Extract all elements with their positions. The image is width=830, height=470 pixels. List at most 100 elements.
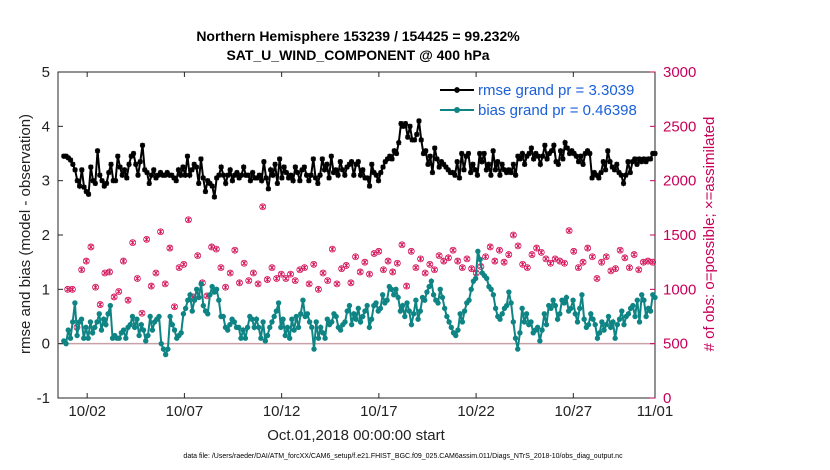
rmse-series-point <box>241 164 247 170</box>
bias-series-point <box>391 292 397 298</box>
obs-possible-point <box>120 257 127 265</box>
rmse-series-point <box>481 150 487 157</box>
bias-series-point <box>468 286 474 293</box>
rmse-series-point <box>375 178 382 184</box>
bias-series-point <box>408 321 415 328</box>
obs-assimilated-point <box>208 244 215 250</box>
rmse-series-point <box>562 140 568 146</box>
bias-series-point <box>515 346 521 352</box>
rmse-series-point <box>647 156 654 162</box>
rmse-series-point <box>339 167 346 173</box>
rmse-series-point <box>214 175 220 181</box>
bias-series-point <box>499 311 505 317</box>
rmse-series-point <box>371 169 377 176</box>
bias-series-point <box>140 327 147 333</box>
obs-possible-point <box>514 242 522 250</box>
bias-series-point <box>472 275 479 282</box>
bias-series-point <box>311 346 317 352</box>
obs-possible-point <box>157 228 164 236</box>
rmse-series-point <box>207 180 213 186</box>
bias-series-point <box>160 346 167 352</box>
rmse-series-point <box>180 164 186 170</box>
obs-assimilated-point <box>287 271 294 277</box>
rmse-series-point <box>360 167 366 173</box>
bias-series-point <box>572 311 578 317</box>
bias-series-point <box>461 308 468 314</box>
rmse-series-point <box>97 172 103 178</box>
bias-series-point <box>455 327 461 333</box>
bias-series-point <box>457 311 463 317</box>
obs-assimilated-point <box>83 258 90 264</box>
bias-series-point <box>395 294 401 301</box>
bias-series-point <box>603 321 609 328</box>
rmse-series-point <box>515 153 521 159</box>
rmse-series-point <box>234 169 240 176</box>
rmse-series-point <box>292 164 298 170</box>
rmse-series-point <box>175 167 182 173</box>
rmse-series-point <box>357 172 364 178</box>
rmse-series-point <box>119 172 125 178</box>
obs-possible-point <box>263 276 271 283</box>
obs-assimilated-point <box>92 284 99 290</box>
obs-possible-point <box>384 257 392 265</box>
bias-series-point <box>260 319 266 325</box>
obs-assimilated-point <box>417 256 424 262</box>
bias-series-point <box>550 297 556 303</box>
obs-assimilated-point <box>575 264 582 271</box>
bias-series-point <box>506 289 512 295</box>
obs-possible-point <box>407 247 415 255</box>
bias-series-point <box>236 324 242 331</box>
rmse-series-point <box>632 156 638 162</box>
obs-possible-point <box>180 260 188 268</box>
bias-series-point <box>351 311 357 317</box>
bias-series-point <box>574 319 581 325</box>
bias-series-point <box>289 316 295 322</box>
y2-tick-label: 1500 <box>663 227 696 244</box>
bias-series-point <box>324 316 331 322</box>
obs-assimilated-point <box>88 244 94 250</box>
obs-possible-point <box>217 264 225 272</box>
rmse-series-point <box>103 180 110 186</box>
bias-series-point <box>255 324 262 331</box>
bias-series-point <box>594 335 601 341</box>
obs-assimilated-point <box>422 270 428 276</box>
rmse-series-point <box>79 167 85 173</box>
bias-series-point <box>300 297 306 303</box>
obs-possible-point <box>333 280 341 288</box>
bias-series-point <box>98 327 105 333</box>
obs-assimilated-point <box>236 280 243 286</box>
legend-bias-label: bias grand pr = 0.46398 <box>478 102 637 119</box>
obs-assimilated-point <box>431 267 438 273</box>
bias-series-point <box>503 302 510 309</box>
legend: rmse grand pr = 3.3039 bias grand pr = 0.… <box>436 78 650 122</box>
rmse-series-point <box>81 184 87 190</box>
obs-possible-point <box>510 231 517 239</box>
bias-series-point <box>366 324 373 331</box>
obs-count-markers <box>64 203 657 331</box>
rmse-series-point <box>218 164 224 170</box>
bias-series-point <box>362 308 368 314</box>
bias-series-point <box>273 308 280 314</box>
obs-assimilated-point <box>529 251 535 258</box>
obs-assimilated-point <box>510 232 517 238</box>
obs-assimilated-point <box>157 229 164 235</box>
rmse-series-point <box>501 167 507 173</box>
bias-series-point <box>413 297 419 303</box>
bias-series-point <box>561 300 567 306</box>
rmse-series-point <box>321 167 328 173</box>
y-tick-label: 4 <box>42 118 50 135</box>
rmse-series-point <box>315 180 321 186</box>
obs-assimilated-point <box>362 259 368 265</box>
rmse-series-point <box>133 161 139 167</box>
y-tick-label: 5 <box>42 64 50 81</box>
obs-possible-point <box>147 282 155 290</box>
bias-series-point <box>488 286 494 293</box>
bias-series-point <box>592 321 598 328</box>
rmse-series-point <box>486 161 492 167</box>
obs-possible-point <box>115 288 123 295</box>
bias-series-point <box>158 340 164 347</box>
bias-series-point <box>563 294 570 301</box>
obs-possible-point <box>277 270 285 278</box>
bias-series-point <box>581 316 587 322</box>
bias-series-point <box>165 346 171 352</box>
